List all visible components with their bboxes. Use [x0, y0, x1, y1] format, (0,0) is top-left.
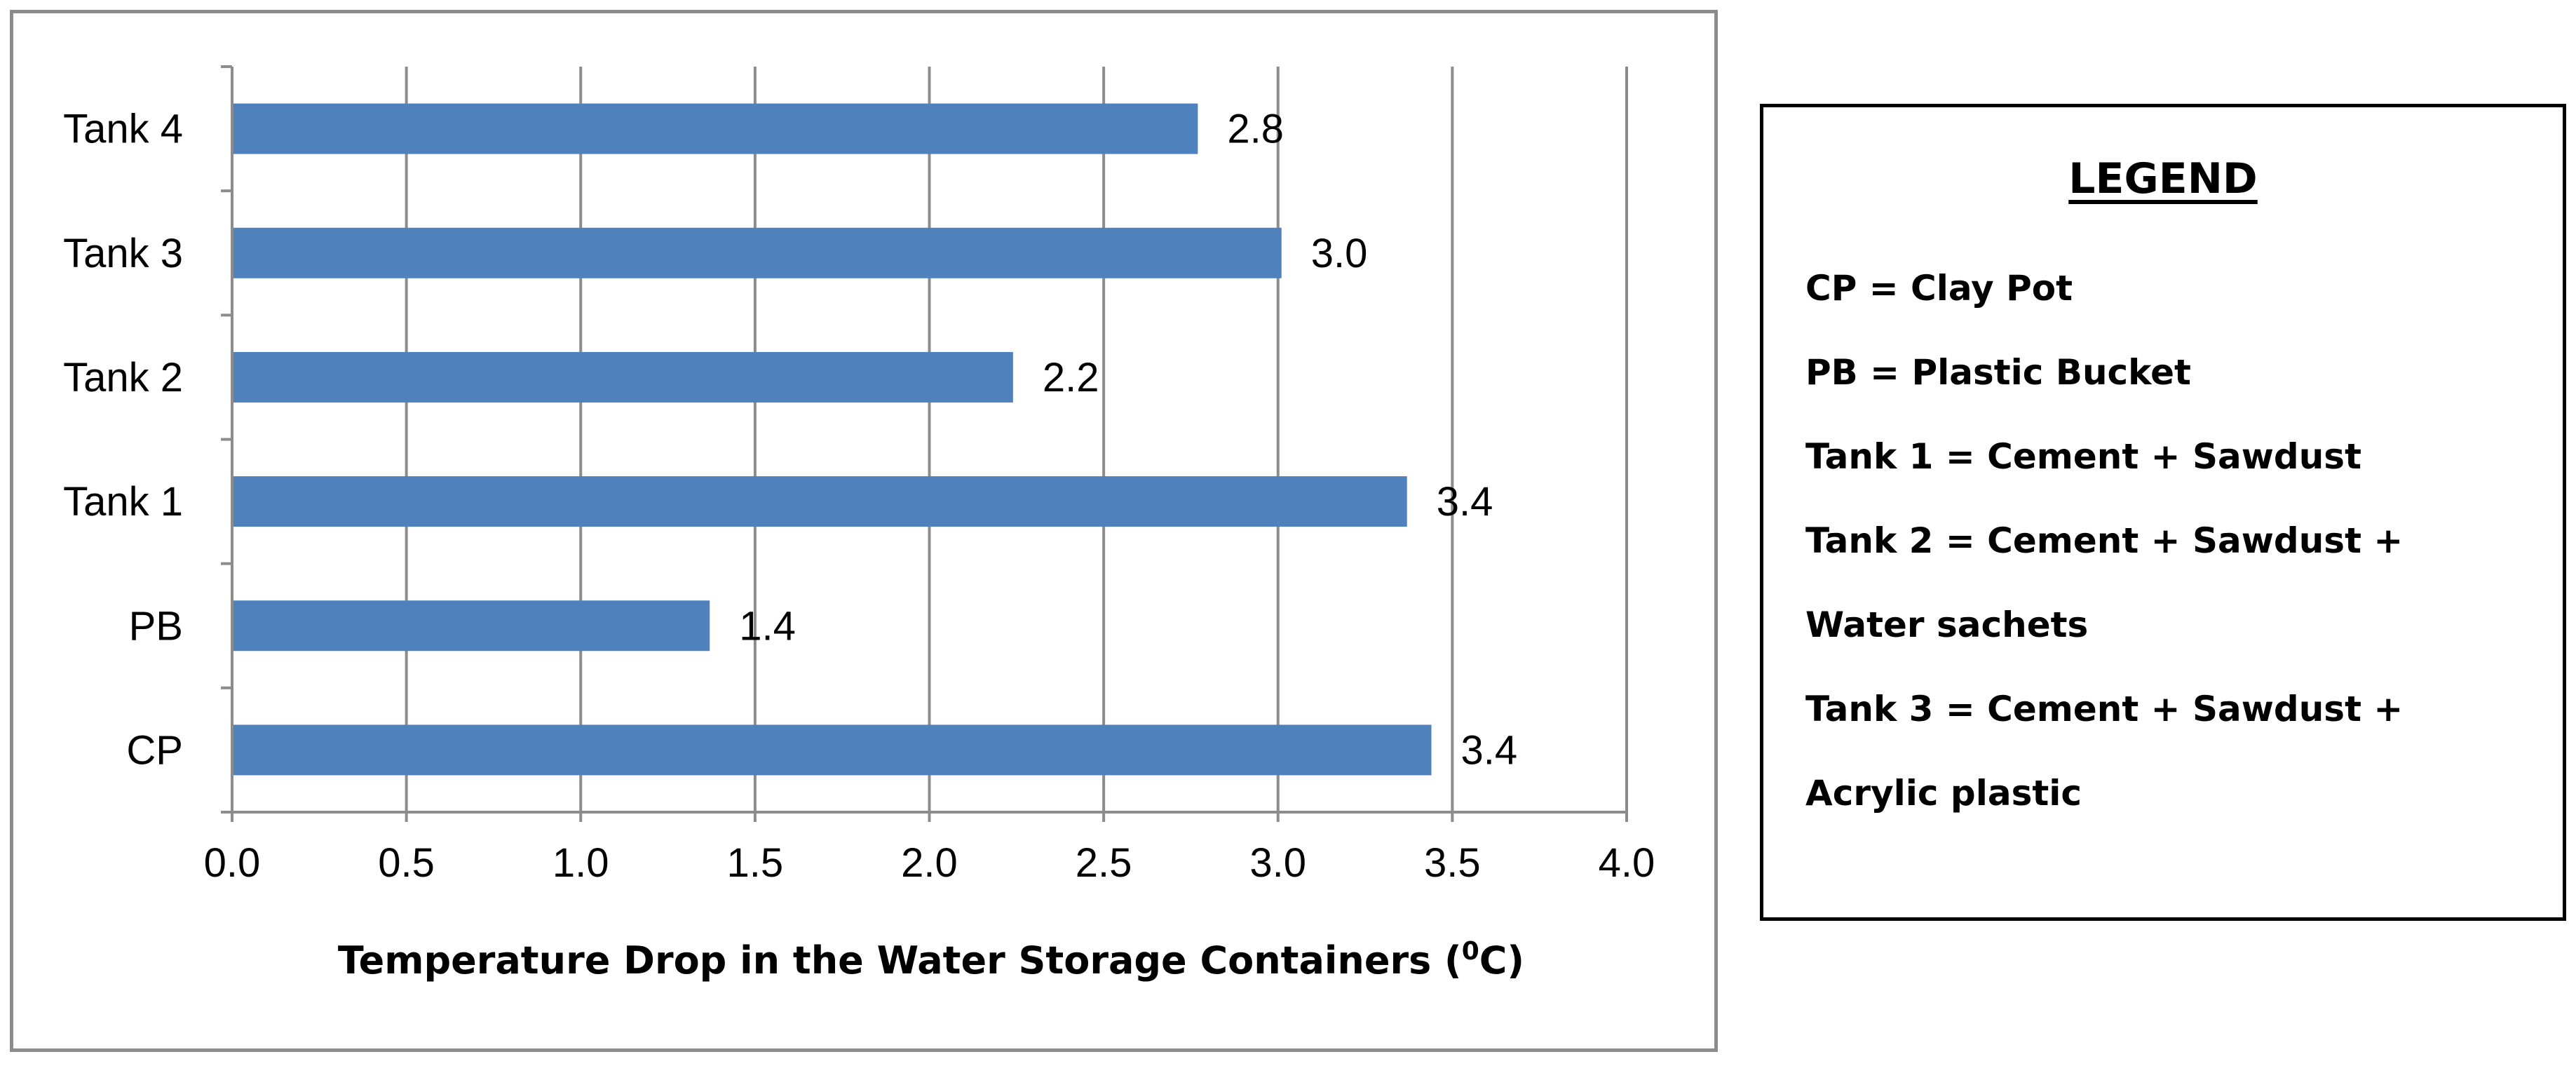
bar [233, 476, 1407, 527]
axes [221, 65, 1628, 822]
category-labels: CP PB Tank 1 Tank 2 Tank 3 Tank 4 [63, 107, 183, 774]
x-tick-label: 0.0 [204, 840, 261, 886]
x-axis-title: Temperature Drop in the Water Storage Co… [338, 937, 1524, 983]
data-label: 3.4 [1461, 727, 1518, 773]
x-tick-label: 0.5 [378, 840, 435, 886]
data-label: 3.4 [1437, 479, 1493, 525]
x-tick-label: 3.5 [1424, 840, 1481, 886]
x-tick-label: 3.0 [1249, 840, 1306, 886]
data-labels: 3.4 1.4 3.4 2.2 3.0 2.8 [739, 107, 1517, 774]
legend-entry: CP = Clay Pot [1805, 268, 2073, 309]
x-tick-label: 4.0 [1599, 840, 1655, 886]
legend-entry: Tank 3 = Cement + Sawdust + Acrylic plas… [1805, 689, 2404, 814]
bar [233, 103, 1198, 154]
legend-entries: CP = Clay Pot PB = Plastic Bucket Tank 1 =… [1805, 246, 2521, 835]
data-label: 1.4 [739, 603, 796, 649]
data-label: 2.8 [1227, 107, 1284, 152]
data-label: 2.2 [1043, 355, 1099, 400]
x-tick-label: 1.0 [553, 840, 609, 886]
data-label: 3.0 [1311, 231, 1368, 276]
bar [233, 600, 710, 652]
bar [233, 724, 1432, 776]
x-tick-labels: 0.0 0.5 1.0 1.5 2.0 2.5 3.0 3.5 4.0 [204, 840, 1655, 886]
category-label: Tank 1 [63, 479, 183, 525]
legend-entry: Tank 2 = Cement + Sawdust + Water sachet… [1805, 520, 2404, 645]
gridlines [405, 67, 1628, 812]
legend-box: LEGEND CP = Clay Pot PB = Plastic Bucket T… [1760, 104, 2566, 921]
x-tick-label: 2.5 [1076, 840, 1132, 886]
legend-entry: PB = Plastic Bucket [1805, 352, 2191, 393]
legend-title: LEGEND [2068, 154, 2258, 203]
category-label: CP [126, 727, 183, 773]
category-label: Tank 2 [63, 355, 183, 400]
legend-entry: Tank 1 = Cement + Sawdust [1805, 436, 2361, 477]
x-tick-label: 2.0 [901, 840, 958, 886]
category-label: PB [129, 603, 183, 649]
category-label: Tank 4 [63, 107, 183, 152]
category-label: Tank 3 [63, 231, 183, 276]
chart-frame [10, 10, 1718, 1052]
bar [233, 351, 1013, 403]
x-tick-label: 1.5 [727, 840, 784, 886]
bar [233, 227, 1282, 278]
bars [233, 103, 1432, 776]
